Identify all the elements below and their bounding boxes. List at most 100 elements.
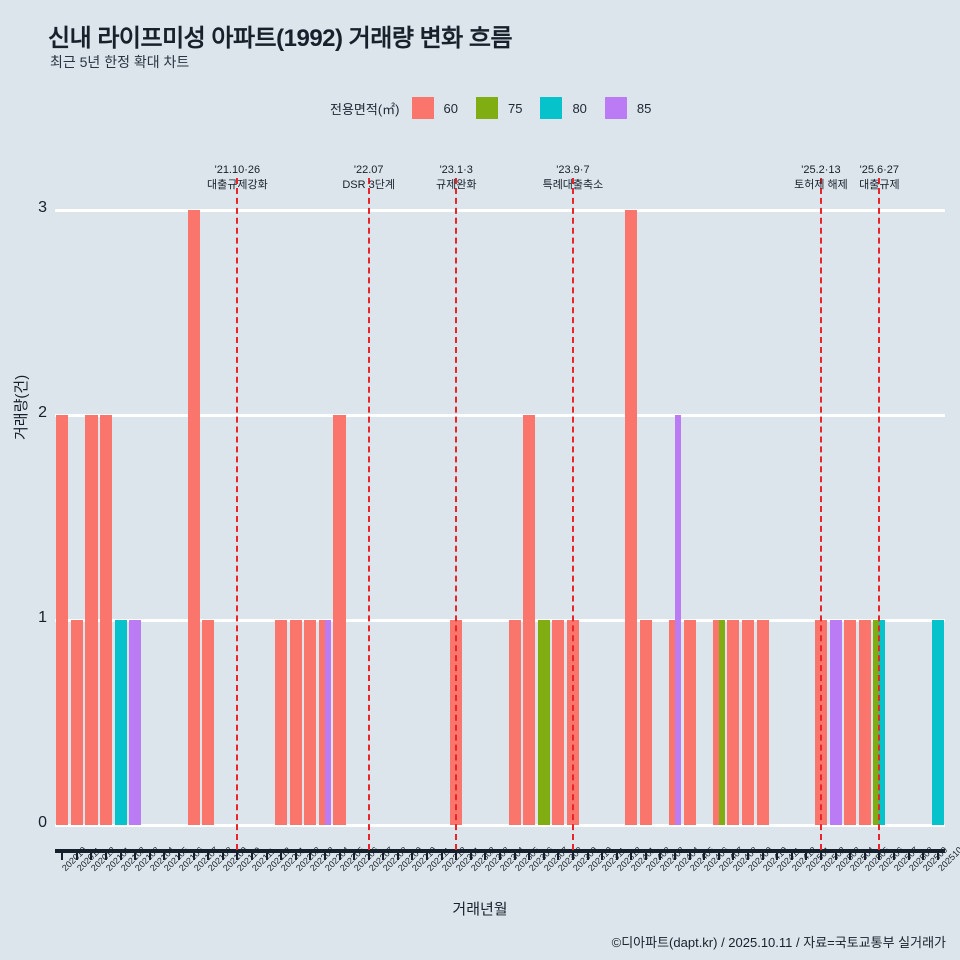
- x-tick: [294, 849, 297, 860]
- bar-group[interactable]: [872, 210, 887, 825]
- x-tick: [630, 849, 633, 860]
- page-title: 신내 라이프미성 아파트(1992) 거래량 변화 흐름: [48, 25, 513, 52]
- bar-segment-60[interactable]: [683, 620, 696, 825]
- bar-segment-60[interactable]: [289, 620, 302, 825]
- bar-group[interactable]: [682, 210, 697, 825]
- bar-group[interactable]: [201, 210, 216, 825]
- bar-stack: [56, 210, 69, 825]
- event-line-202301: [455, 178, 458, 850]
- bar-segment-60[interactable]: [552, 620, 565, 825]
- bar-segment-60[interactable]: [844, 620, 857, 825]
- bar-segment-80[interactable]: [879, 620, 886, 825]
- bar-stack: [202, 210, 215, 825]
- bar-group[interactable]: [828, 210, 843, 825]
- bar-group[interactable]: [99, 210, 114, 825]
- bar-group[interactable]: [332, 210, 347, 825]
- x-tick: [863, 849, 866, 860]
- bar-stack: [829, 210, 842, 825]
- bar-segment-60[interactable]: [858, 620, 871, 825]
- bar-segment-75[interactable]: [718, 620, 725, 825]
- bar-segment-60[interactable]: [333, 415, 346, 825]
- legend-item-85[interactable]: 85: [604, 97, 651, 119]
- legend-item-75[interactable]: 75: [475, 97, 522, 119]
- bar-group[interactable]: [318, 210, 333, 825]
- bar-stack: [100, 210, 113, 825]
- bar-group[interactable]: [741, 210, 756, 825]
- footer-credit: ©디아파트(dapt.kr) / 2025.10.11 / 자료=국토교통부 실…: [611, 935, 946, 950]
- legend-title: 전용면적(㎡): [330, 101, 400, 117]
- x-tick: [134, 849, 137, 860]
- bar-group[interactable]: [274, 210, 289, 825]
- legend-item-60[interactable]: 60: [411, 97, 458, 119]
- bar-group[interactable]: [522, 210, 537, 825]
- bar-group[interactable]: [668, 210, 683, 825]
- bar-segment-60[interactable]: [275, 620, 288, 825]
- bar-segment-60[interactable]: [756, 620, 769, 825]
- bar-segment-60[interactable]: [669, 620, 676, 825]
- bar-segment-60[interactable]: [523, 415, 536, 825]
- bar-group[interactable]: [726, 210, 741, 825]
- bar-group[interactable]: [84, 210, 99, 825]
- gridline-3: [55, 208, 945, 212]
- y-tick-label: 2: [38, 404, 47, 421]
- bar-group[interactable]: [857, 210, 872, 825]
- x-tick: [703, 849, 706, 860]
- bar-group[interactable]: [288, 210, 303, 825]
- bar-group[interactable]: [536, 210, 551, 825]
- bar-segment-85[interactable]: [129, 620, 142, 825]
- x-tick: [659, 849, 662, 860]
- bar-segment-60[interactable]: [625, 210, 638, 825]
- bar-group[interactable]: [55, 210, 70, 825]
- bar-group[interactable]: [113, 210, 128, 825]
- bar-segment-60[interactable]: [639, 620, 652, 825]
- legend-item-80[interactable]: 80: [540, 97, 587, 119]
- bar-segment-60[interactable]: [56, 415, 69, 825]
- bar-stack: [756, 210, 769, 825]
- x-tick: [644, 849, 647, 860]
- bar-segment-60[interactable]: [85, 415, 98, 825]
- bar-group[interactable]: [128, 210, 143, 825]
- bar-segment-80[interactable]: [931, 620, 944, 825]
- bar-group[interactable]: [186, 210, 201, 825]
- bar-stack: [639, 210, 652, 825]
- bar-segment-80[interactable]: [114, 620, 127, 825]
- event-annotation-202207: '22.07 DSR 3단계: [342, 163, 395, 193]
- bar-group[interactable]: [843, 210, 858, 825]
- bar-segment-60[interactable]: [318, 620, 325, 825]
- bar-group[interactable]: [755, 210, 770, 825]
- bar-group[interactable]: [70, 210, 85, 825]
- bar-segment-60[interactable]: [712, 620, 719, 825]
- bar-group[interactable]: [639, 210, 654, 825]
- bar-segment-60[interactable]: [100, 415, 113, 825]
- bar-group[interactable]: [712, 210, 727, 825]
- x-tick: [178, 849, 181, 860]
- bar-group[interactable]: [303, 210, 318, 825]
- bar-segment-60[interactable]: [727, 620, 740, 825]
- gridline-2: [55, 413, 945, 417]
- bar-segment-75[interactable]: [537, 620, 550, 825]
- event-line-202207: [367, 178, 370, 850]
- x-tick: [732, 849, 735, 860]
- event-date: '25.6·27: [859, 164, 900, 176]
- bar-segment-60[interactable]: [187, 210, 200, 825]
- bar-segment-75[interactable]: [873, 620, 880, 825]
- event-line-202110: [236, 178, 239, 850]
- bar-stack: [625, 210, 638, 825]
- bar-segment-60[interactable]: [508, 620, 521, 825]
- x-tick: [484, 849, 487, 860]
- bar-group[interactable]: [930, 210, 945, 825]
- bar-segment-85[interactable]: [324, 620, 331, 825]
- bar-segment-60[interactable]: [70, 620, 83, 825]
- x-tick: [338, 849, 341, 860]
- x-tick: [192, 849, 195, 860]
- bar-segment-60[interactable]: [202, 620, 215, 825]
- bar-segment-60[interactable]: [304, 620, 317, 825]
- bar-segment-85[interactable]: [829, 620, 842, 825]
- bar-segment-85[interactable]: [675, 415, 682, 825]
- bar-group[interactable]: [624, 210, 639, 825]
- x-tick: [148, 849, 151, 860]
- bar-group[interactable]: [551, 210, 566, 825]
- bar-group[interactable]: [507, 210, 522, 825]
- bar-segment-60[interactable]: [741, 620, 755, 825]
- x-tick: [367, 849, 370, 860]
